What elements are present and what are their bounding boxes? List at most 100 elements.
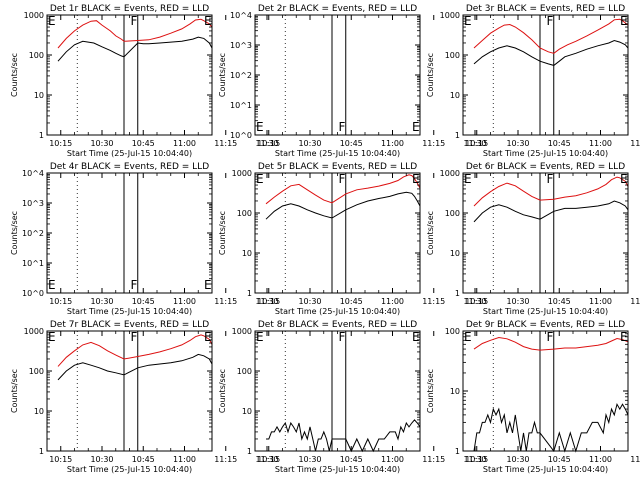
x-tick-label: 10:45 bbox=[340, 455, 363, 464]
x-axis-label: Start Time (25-Jul-15 10:04:40) bbox=[67, 307, 192, 316]
y-tick-label: 10^1 bbox=[230, 101, 252, 110]
x-tick-label: 11:15 bbox=[214, 297, 237, 306]
event-marker-label: F bbox=[131, 278, 138, 292]
x-tick-label: 11:00 bbox=[173, 455, 196, 464]
y-tick-label: 10 bbox=[34, 91, 44, 100]
series-events-line bbox=[266, 419, 421, 453]
x-tick-label: 11:15 bbox=[214, 455, 237, 464]
panel-title: Det 4r BLACK = Events, RED = LLD bbox=[50, 162, 209, 172]
panel-title: Det 7r BLACK = Events, RED = LLD bbox=[50, 320, 209, 330]
event-marker-label: E bbox=[620, 330, 628, 344]
event-marker-label: F bbox=[339, 330, 346, 344]
x-tick-label: 10:45 bbox=[340, 297, 363, 306]
x-tick-label: 11:15 bbox=[630, 297, 640, 306]
x-tick-label: 10:45 bbox=[132, 139, 155, 148]
x-tick-label: 11:30 bbox=[463, 455, 486, 464]
x-tick-label: 10:45 bbox=[132, 455, 155, 464]
x-tick-label: 11:00 bbox=[173, 139, 196, 148]
x-tick-label: 11:15 bbox=[630, 139, 640, 148]
x-tick-label: 10:30 bbox=[90, 139, 113, 148]
panel-title: Det 6r BLACK = Events, RED = LLD bbox=[466, 162, 625, 172]
y-axis-label: Counts/sec bbox=[10, 53, 19, 97]
event-marker-label: E bbox=[412, 330, 420, 344]
y-axis-label: Counts/sec bbox=[10, 369, 19, 413]
x-axis-label: Start Time (25-Jul-15 10:04:40) bbox=[67, 149, 192, 158]
series-events-line bbox=[265, 191, 421, 246]
panel-title: Det 3r BLACK = Events, RED = LLD bbox=[466, 4, 625, 14]
x-axis-label: Start Time (25-Jul-15 10:04:40) bbox=[67, 465, 192, 474]
y-axis-label: Counts/sec bbox=[426, 211, 435, 255]
plot-frame bbox=[254, 14, 421, 136]
x-tick-label: 10:15 bbox=[465, 455, 488, 464]
event-marker-label: E bbox=[48, 278, 56, 292]
event-marker-label: F bbox=[131, 330, 138, 344]
y-tick-label: 100 bbox=[237, 367, 252, 376]
event-marker-label: E bbox=[48, 330, 56, 344]
event-marker-label: E bbox=[464, 172, 472, 186]
y-tick-label: 10^0 bbox=[22, 289, 44, 298]
series-events-line bbox=[473, 39, 629, 107]
event-marker-label: E bbox=[48, 14, 56, 28]
x-axis-label: Start Time (25-Jul-15 10:04:40) bbox=[483, 307, 608, 316]
event-marker-label: F bbox=[131, 14, 138, 28]
event-marker-label: E bbox=[620, 172, 628, 186]
y-tick-label: 10^1 bbox=[22, 259, 44, 268]
y-axis-label: Counts/sec bbox=[426, 53, 435, 97]
event-marker-label: E bbox=[464, 14, 472, 28]
y-tick-label: 10^4 bbox=[230, 11, 252, 20]
x-axis-label: Start Time (25-Jul-15 10:04:40) bbox=[275, 465, 400, 474]
plot-frame bbox=[46, 330, 213, 452]
y-axis-label: Counts/sec bbox=[426, 369, 435, 413]
x-tick-label: 10:30 bbox=[506, 139, 529, 148]
y-tick-label: 1000 bbox=[440, 11, 460, 20]
y-tick-label: 10^2 bbox=[230, 71, 252, 80]
y-tick-label: 1000 bbox=[440, 169, 460, 178]
y-tick-label: 10^4 bbox=[22, 169, 44, 178]
x-axis-label: Start Time (25-Jul-15 10:04:40) bbox=[483, 465, 608, 474]
x-axis-label: Start Time (25-Jul-15 10:04:40) bbox=[483, 149, 608, 158]
y-tick-label: 1 bbox=[455, 131, 460, 140]
y-tick-label: 1000 bbox=[24, 11, 44, 20]
x-tick-label: 10:30 bbox=[298, 139, 321, 148]
y-tick-label: 10 bbox=[242, 407, 252, 416]
y-axis-label: Counts/sec bbox=[10, 211, 19, 255]
x-tick-label: 10:30 bbox=[298, 297, 321, 306]
x-tick-label: 10:45 bbox=[132, 297, 155, 306]
x-tick-label: 11:30 bbox=[255, 139, 278, 148]
y-tick-label: 10 bbox=[450, 91, 460, 100]
event-marker-label: E bbox=[412, 120, 420, 134]
event-marker-label: F bbox=[339, 172, 346, 186]
x-tick-label: 11:00 bbox=[589, 139, 612, 148]
x-tick-label: 10:15 bbox=[49, 139, 72, 148]
x-tick-label: 10:15 bbox=[465, 139, 488, 148]
series-lld-line bbox=[473, 18, 629, 54]
y-tick-label: 1 bbox=[39, 447, 44, 456]
y-tick-label: 10 bbox=[450, 387, 460, 396]
x-tick-label: 10:30 bbox=[90, 455, 113, 464]
event-marker-label: F bbox=[547, 330, 554, 344]
x-tick-label: 10:30 bbox=[506, 455, 529, 464]
y-tick-label: 1 bbox=[455, 447, 460, 456]
y-tick-label: 1 bbox=[39, 131, 44, 140]
x-tick-label: 11:15 bbox=[630, 455, 640, 464]
x-tick-label: 10:15 bbox=[49, 297, 72, 306]
x-tick-label: 11:00 bbox=[589, 455, 612, 464]
panel-title: Det 8r BLACK = Events, RED = LLD bbox=[258, 320, 417, 330]
y-tick-label: 100 bbox=[445, 209, 460, 218]
event-marker-label: E bbox=[256, 330, 264, 344]
series-events-line bbox=[57, 353, 213, 423]
x-tick-label: 11:00 bbox=[381, 455, 404, 464]
x-tick-label: 10:45 bbox=[548, 297, 571, 306]
y-tick-label: 1 bbox=[455, 289, 460, 298]
y-tick-label: 1 bbox=[247, 447, 252, 456]
x-axis-label: Start Time (25-Jul-15 10:04:40) bbox=[275, 307, 400, 316]
y-tick-label: 10 bbox=[242, 249, 252, 258]
panel-title: Det 5r BLACK = Events, RED = LLD bbox=[258, 162, 417, 172]
x-tick-label: 11:30 bbox=[255, 455, 278, 464]
x-tick-label: 11:15 bbox=[422, 139, 445, 148]
